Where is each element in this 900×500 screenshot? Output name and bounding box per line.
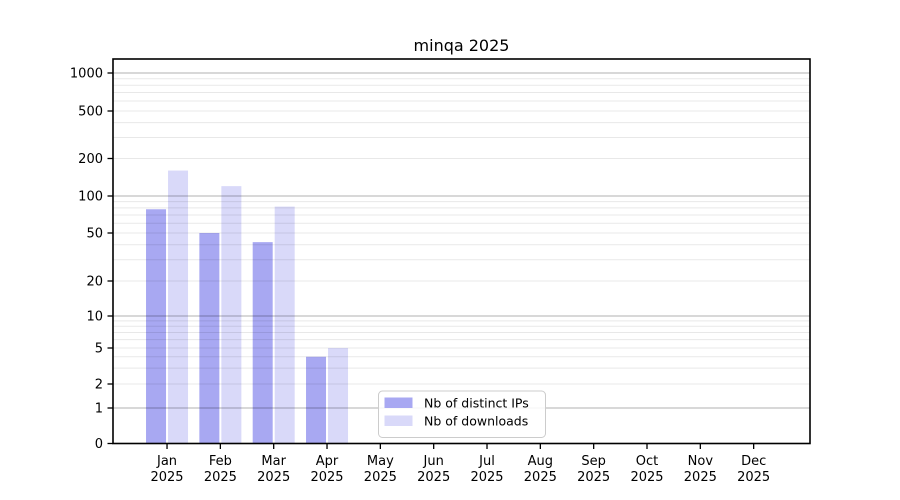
x-tick-label-month: Jun — [423, 454, 444, 469]
bar-apr-downloads — [328, 348, 349, 444]
y-tick-label: 20 — [86, 275, 103, 290]
bar-mar-distinct-ips — [252, 242, 273, 444]
x-tick-label-year: 2025 — [257, 470, 290, 485]
x-tick-label-month: Feb — [209, 454, 232, 469]
bar-feb-distinct-ips — [199, 233, 220, 444]
legend-swatch-distinct-ips — [384, 397, 413, 408]
x-tick-label-year: 2025 — [150, 470, 183, 485]
legend-label-distinct-ips: Nb of distinct IPs — [424, 396, 529, 411]
x-tick-label-year: 2025 — [737, 470, 770, 485]
x-tick-label-month: Mar — [261, 454, 286, 469]
plot-frame — [112, 58, 811, 445]
y-tick-label: 50 — [86, 227, 103, 242]
legend-swatch-downloads — [384, 415, 413, 426]
y-tick-label: 1000 — [70, 67, 103, 82]
x-tick-label-year: 2025 — [524, 470, 557, 485]
x-tick-label-year: 2025 — [204, 470, 237, 485]
x-tick-label-month: Sep — [581, 454, 606, 469]
x-tick-label-year: 2025 — [310, 470, 343, 485]
axis-tick-labels: 01251020501002005001000Jan2025Feb2025Mar… — [70, 67, 770, 486]
x-tick-label-month: Apr — [316, 454, 339, 469]
chart-title: minqa 2025 — [414, 36, 510, 55]
x-tick-label-year: 2025 — [417, 470, 450, 485]
x-tick-label-month: Aug — [528, 454, 553, 469]
bars-layer — [146, 170, 349, 444]
legend-box — [378, 390, 546, 438]
x-tick-label-month: May — [367, 454, 394, 469]
x-tick-label-year: 2025 — [577, 470, 610, 485]
x-tick-label-month: Nov — [688, 454, 714, 469]
y-tick-label: 5 — [95, 342, 103, 357]
bar-apr-distinct-ips — [306, 356, 327, 444]
y-tick-label: 0 — [95, 437, 103, 452]
legend-label-downloads: Nb of downloads — [424, 414, 528, 429]
x-tick-label-month: Jan — [156, 454, 177, 469]
gridlines — [113, 72, 810, 409]
y-tick-label: 2 — [95, 378, 103, 393]
x-tick-label-month: Oct — [636, 454, 658, 469]
y-tick-label: 500 — [78, 105, 103, 120]
legend: Nb of distinct IPs Nb of downloads — [378, 390, 546, 438]
bar-feb-downloads — [221, 186, 242, 444]
x-tick-label-year: 2025 — [470, 470, 503, 485]
x-tick-label-year: 2025 — [630, 470, 663, 485]
x-tick-label-month: Dec — [741, 454, 766, 469]
y-tick-label: 1 — [95, 402, 103, 417]
y-tick-label: 200 — [78, 152, 103, 167]
y-tick-label: 10 — [86, 310, 103, 325]
x-tick-label-year: 2025 — [684, 470, 717, 485]
bar-jan-distinct-ips — [146, 209, 167, 444]
bar-jan-downloads — [168, 170, 189, 444]
bar-mar-downloads — [274, 206, 295, 444]
x-tick-label-month: Jul — [478, 454, 495, 469]
x-tick-label-year: 2025 — [364, 470, 397, 485]
y-tick-label: 100 — [78, 190, 103, 205]
axis-ticks — [107, 72, 755, 449]
